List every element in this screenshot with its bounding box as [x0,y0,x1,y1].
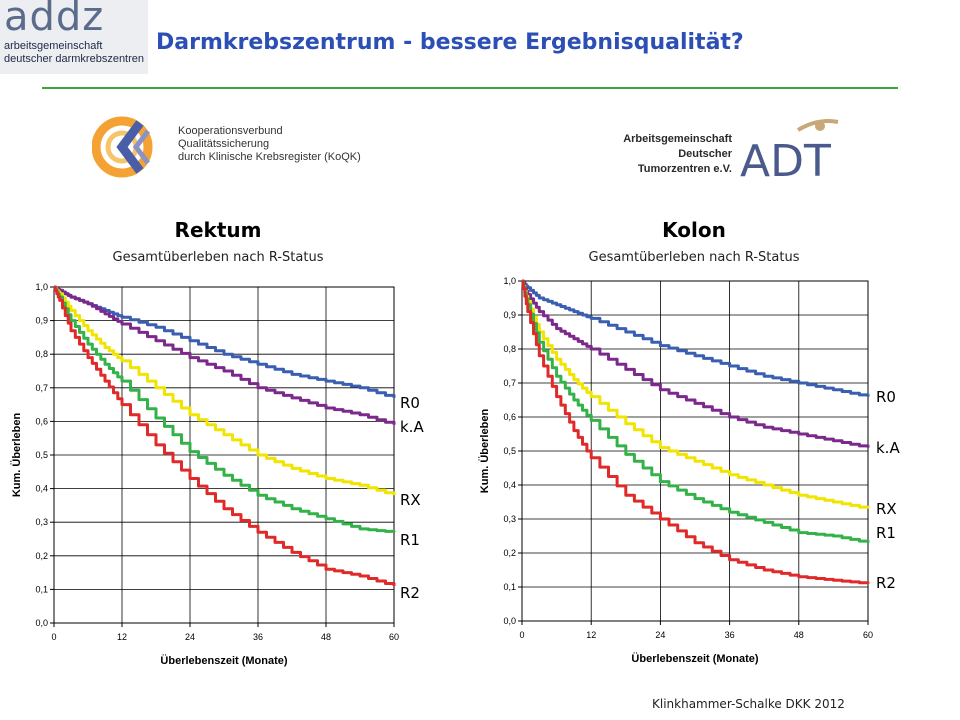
kolon-y-tick-label: 0,3 [503,514,516,524]
kolon-x-tick-label: 48 [794,630,804,640]
rektum-x-axis-title: Überlebenszeit (Monate) [160,654,287,667]
kolon-series-line-r2 [521,279,870,585]
kolon-x-tick-label: 36 [725,630,735,640]
rektum-chart-title: Rektum [174,218,262,242]
kolon-series-label-r0: R0 [876,388,896,406]
rektum-y-tick-label: 0,9 [35,316,48,326]
kolon-series-line-r1 [521,279,870,543]
rektum-y-tick-label: 0,3 [35,517,48,527]
rektum-series-line-ka [53,285,396,425]
kolon-series-line-ka [521,279,870,448]
kolon-series-label-r1: R1 [876,524,896,542]
rektum-series-line-rx [53,285,396,496]
koqk-line1: Kooperationsverbund [178,125,283,137]
kolon-series-line-rx [521,279,870,509]
rektum-series-line-r1 [53,285,396,533]
kolon-chart-subtitle: Gesamtüberleben nach R-Status [588,250,800,265]
rektum-y-tick-label: 0,8 [35,349,48,359]
rektum-y-axis-title: Kum. Überleben [10,413,23,498]
koqk-emblem-icon [91,116,153,178]
kolon-x-tick-label: 12 [586,630,596,640]
rektum-y-tick-label: 0,7 [35,383,48,393]
rektum-y-tick-label: 0,1 [35,584,48,594]
kolon-x-tick-label: 24 [655,630,665,640]
kolon-y-tick-label: 0,7 [503,378,516,388]
logo-wordmark: addz [4,0,105,40]
koqk-logo: Kooperationsverbund Qualitätssicherung d… [91,115,392,179]
kolon-series-line-r0 [521,279,870,397]
rektum-y-tick-label: 0,2 [35,551,48,561]
kolon-chart-title: Kolon [662,218,726,242]
adt-line3: Tumorzentren e.V. [637,163,732,175]
rektum-series-label-r1: R1 [400,531,420,549]
kolon-x-tick-label: 60 [863,630,873,640]
rektum-y-tick-label: 0,5 [35,450,48,460]
kolon-y-tick-label: 0,8 [503,344,516,354]
adt-line2: Deutscher [678,148,732,160]
logo-subtitle-line2: deutscher darmkrebszentren [4,53,145,65]
addz-logo: addz arbeitsgemeinschaft deutscher darmk… [0,0,148,74]
rektum-x-tick-label: 48 [321,632,331,642]
kolon-y-tick-label: 1,0 [503,276,516,286]
page-title: Darmkrebszentrum - bessere Ergebnisquali… [156,30,744,55]
kolon-x-tick-label: 0 [519,630,524,640]
rektum-series-label-r2: R2 [400,584,420,602]
kolon-y-tick-label: 0,1 [503,582,516,592]
footer-credit: Klinkhammer-Schalke DKK 2012 [652,697,845,711]
rektum-series-label-rx: RX [400,491,421,509]
kolon-x-axis-title: Überlebenszeit (Monate) [631,652,758,665]
rektum-series-line-r2 [53,285,396,586]
rektum-x-tick-label: 0 [51,632,56,642]
rektum-x-tick-label: 12 [117,632,127,642]
adt-line1: Arbeitsgemeinschaft [623,133,732,145]
rektum-y-tick-label: 1,0 [35,282,48,292]
kolon-series-label-r2: R2 [876,574,896,592]
title-divider [42,87,898,89]
rektum-x-tick-label: 60 [389,632,399,642]
rektum-y-tick-label: 0,6 [35,416,48,426]
rektum-x-tick-label: 36 [253,632,263,642]
rektum-chart-subtitle: Gesamtüberleben nach R-Status [112,250,324,265]
kolon-y-tick-label: 0,4 [503,480,516,490]
rektum-series-label-ka: k.A [400,418,424,436]
koqk-line2: Qualitätssicherung [178,138,270,150]
koqk-line3: durch Klinische Krebsregister (KoQK) [178,151,361,163]
kolon-y-axis-title: Kum. Überleben [478,409,491,494]
adt-mark-icon: ADT [740,119,839,186]
kolon-y-tick-label: 0,2 [503,548,516,558]
kolon-y-tick-label: 0,0 [503,616,516,626]
kolon-y-tick-label: 0,9 [503,310,516,320]
kolon-series-label-rx: RX [876,500,897,518]
kolon-series-label-ka: k.A [876,439,900,457]
rektum-y-tick-label: 0,4 [35,484,48,494]
rektum-y-tick-label: 0,0 [35,618,48,628]
logo-subtitle-line1: arbeitsgemeinschaft [4,40,103,52]
adt-mark-letters: ADT [740,136,831,186]
kolon-y-tick-label: 0,6 [503,412,516,422]
kolon-y-tick-label: 0,5 [503,446,516,456]
rektum-series-label-r0: R0 [400,394,420,412]
rektum-x-tick-label: 24 [185,632,195,642]
adt-logo-text: Arbeitsgemeinschaft Deutscher Tumorzentr… [608,132,732,177]
